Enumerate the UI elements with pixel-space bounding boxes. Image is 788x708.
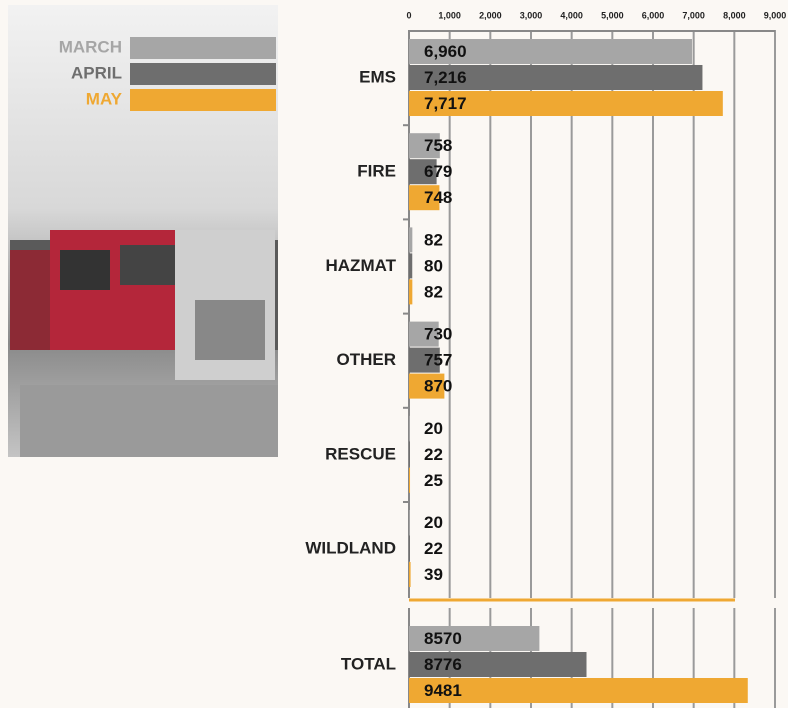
x-tick-label: 8,000 [723,10,746,20]
category-label: RESCUE [325,444,396,463]
value-label: 22 [424,445,443,464]
x-tick-label: 7,000 [682,10,705,20]
bar [409,467,411,493]
legend-label: MAY [86,89,123,108]
value-label: 870 [424,377,452,396]
value-label: 6,960 [424,42,467,61]
bar [409,510,410,535]
legend-label: MARCH [59,37,122,56]
category-label: EMS [359,67,396,86]
x-tick-label: 2,000 [479,10,502,20]
bar [409,626,540,651]
value-label: 679 [424,162,452,181]
bar [409,65,703,90]
value-label: 757 [424,351,452,370]
x-tick-label: 9,000 [764,10,787,20]
value-label: 39 [424,565,443,584]
category-label: OTHER [337,350,397,369]
legend-swatch [130,37,276,59]
value-label: 730 [424,325,452,344]
legend-swatch [130,63,276,85]
x-tick-label: 5,000 [601,10,624,20]
bar [409,185,440,211]
legend-swatch [130,89,276,111]
category-label: TOTAL [341,654,396,673]
bar [409,347,440,373]
x-tick-label: 3,000 [520,10,543,20]
bar [409,562,411,587]
x-tick-label: 4,000 [560,10,583,20]
value-label: 9481 [424,681,462,700]
bar [409,133,440,159]
bar [409,441,410,467]
bar [409,159,437,185]
bar [409,536,410,561]
value-label: 82 [424,230,443,249]
bar [409,39,693,64]
bar [409,415,410,441]
value-label: 8570 [424,629,462,648]
x-tick-label: 6,000 [642,10,665,20]
x-tick-label: 0 [406,10,411,20]
bar [409,321,439,347]
value-label: 758 [424,136,452,155]
value-label: 82 [424,282,443,301]
bar [409,253,413,279]
bar [409,227,413,253]
value-label: 7,717 [424,94,467,113]
bar [409,373,445,399]
x-tick-label: 1,000 [438,10,461,20]
value-label: 8776 [424,655,462,674]
value-label: 20 [424,419,443,438]
category-label: WILDLAND [305,538,396,557]
value-label: 80 [424,256,443,275]
legend-label: APRIL [71,63,122,82]
bar [409,91,723,116]
bar [409,678,748,703]
value-label: 22 [424,539,443,558]
category-label: HAZMAT [326,256,397,275]
category-label: FIRE [357,162,396,181]
bar [409,279,413,305]
value-label: 20 [424,513,443,532]
bar [409,652,587,677]
value-label: 748 [424,188,452,207]
value-label: 7,216 [424,68,467,87]
value-label: 25 [424,471,443,490]
